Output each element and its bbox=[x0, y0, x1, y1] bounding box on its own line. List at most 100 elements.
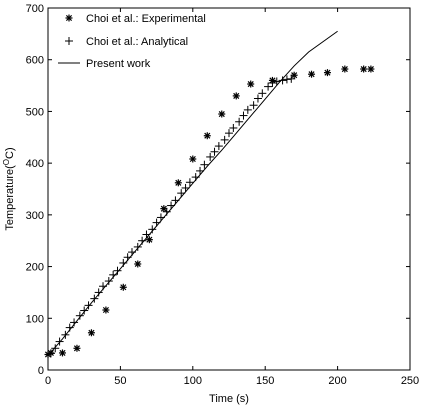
legend-label-analytical: Choi et al.: Analytical bbox=[86, 36, 188, 48]
analytical-point bbox=[214, 142, 223, 151]
present-work-line bbox=[47, 30, 338, 356]
analytical-point bbox=[206, 152, 215, 161]
analytical-point bbox=[243, 105, 252, 114]
analytical-point bbox=[84, 301, 93, 310]
experimental-point bbox=[268, 76, 276, 84]
analytical-point bbox=[282, 75, 291, 84]
analytical-point bbox=[167, 201, 176, 210]
experimental-point bbox=[174, 179, 182, 187]
analytical-point bbox=[119, 258, 128, 267]
legend-label-experimental: Choi et al.: Experimental bbox=[86, 13, 206, 25]
analytical-point bbox=[181, 183, 190, 192]
experimental-point bbox=[290, 71, 298, 79]
experimental-point bbox=[218, 110, 226, 118]
legend-plus-glyph bbox=[65, 37, 73, 45]
y-tick-label: 400 bbox=[26, 158, 44, 170]
experimental-point bbox=[73, 344, 81, 352]
analytical-point bbox=[287, 74, 296, 83]
experimental-point bbox=[58, 349, 66, 357]
analytical-point bbox=[177, 189, 186, 198]
experimental-point bbox=[232, 92, 240, 100]
analytical-point bbox=[220, 135, 229, 144]
series-present-work bbox=[47, 30, 338, 356]
experimental-point bbox=[360, 65, 368, 73]
experimental-point bbox=[247, 80, 255, 88]
analytical-point bbox=[225, 129, 233, 138]
legend-item-present-work: Present work bbox=[58, 58, 151, 70]
experimental-point bbox=[367, 65, 375, 73]
x-tick-label: 250 bbox=[401, 375, 419, 387]
analytical-point bbox=[171, 196, 180, 205]
x-tick-label: 100 bbox=[184, 375, 202, 387]
analytical-point bbox=[94, 288, 103, 297]
experimental-point bbox=[341, 65, 349, 73]
y-tick-label: 200 bbox=[26, 262, 44, 274]
series-experimental bbox=[44, 65, 375, 358]
analytical-point bbox=[239, 111, 248, 120]
experimental-point bbox=[87, 329, 95, 337]
analytical-point bbox=[99, 282, 108, 291]
x-axis-label: Time (s) bbox=[209, 393, 249, 405]
y-tick-label: 0 bbox=[38, 365, 44, 377]
analytical-point bbox=[90, 294, 99, 303]
analytical-point bbox=[51, 344, 60, 353]
y-tick-label: 600 bbox=[26, 55, 44, 67]
analytical-point bbox=[185, 178, 194, 187]
x-tick-label: 200 bbox=[328, 375, 346, 387]
analytical-point bbox=[80, 306, 89, 315]
experimental-point bbox=[134, 260, 142, 268]
analytical-point bbox=[55, 337, 64, 346]
analytical-point bbox=[148, 225, 157, 234]
experimental-point bbox=[160, 205, 168, 213]
analytical-point bbox=[258, 89, 267, 98]
x-tick-label: 150 bbox=[256, 375, 274, 387]
legend-marker-plus bbox=[65, 37, 73, 45]
analytical-point bbox=[278, 76, 287, 85]
analytical-point bbox=[123, 253, 132, 262]
y-tick-label: 500 bbox=[26, 106, 44, 118]
analytical-point bbox=[113, 266, 122, 275]
legend: Choi et al.: Experimental Choi et al.: A… bbox=[58, 13, 206, 70]
analytical-point bbox=[249, 101, 258, 110]
legend-item-analytical: Choi et al.: Analytical bbox=[65, 36, 188, 48]
analytical-point bbox=[133, 242, 142, 251]
analytical-point bbox=[235, 117, 244, 126]
axis-ticks: 0 50 100 150 200 250 0 100 200 300 400 500 600 700 bbox=[26, 3, 420, 387]
analytical-point bbox=[75, 311, 84, 320]
analytical-point bbox=[127, 248, 136, 257]
analytical-point bbox=[264, 82, 273, 91]
analytical-point bbox=[229, 123, 238, 132]
analytical-point bbox=[61, 330, 70, 339]
analytical-point bbox=[65, 323, 74, 332]
legend-label-present-work: Present work bbox=[86, 58, 151, 70]
y-tick-label: 100 bbox=[26, 313, 44, 325]
experimental-point bbox=[203, 132, 211, 140]
experimental-point bbox=[145, 236, 153, 244]
experimental-point bbox=[47, 349, 55, 357]
analytical-point bbox=[142, 230, 151, 239]
analytical-point bbox=[200, 160, 209, 169]
analytical-point bbox=[156, 213, 165, 222]
analytical-point bbox=[104, 277, 113, 286]
legend-marker-asterisk bbox=[65, 14, 73, 22]
analytical-point bbox=[109, 270, 118, 279]
experimental-point bbox=[323, 69, 331, 77]
analytical-point bbox=[196, 166, 205, 175]
y-axis-label: Temperature(OC) bbox=[2, 147, 16, 230]
experimental-point bbox=[189, 155, 197, 163]
analytical-point bbox=[70, 318, 79, 327]
analytical-point bbox=[152, 218, 161, 227]
legend-item-experimental: Choi et al.: Experimental bbox=[65, 13, 206, 25]
y-tick-label: 700 bbox=[26, 3, 44, 15]
analytical-point bbox=[191, 173, 200, 182]
analytical-point bbox=[210, 147, 219, 156]
experimental-point bbox=[102, 306, 110, 314]
x-tick-label: 50 bbox=[114, 375, 126, 387]
analytical-point bbox=[253, 94, 262, 103]
y-tick-label: 300 bbox=[26, 210, 44, 222]
experimental-point bbox=[308, 70, 316, 78]
legend-asterisk-glyph bbox=[65, 14, 73, 22]
x-tick-label: 0 bbox=[45, 375, 51, 387]
experimental-point bbox=[119, 283, 127, 291]
